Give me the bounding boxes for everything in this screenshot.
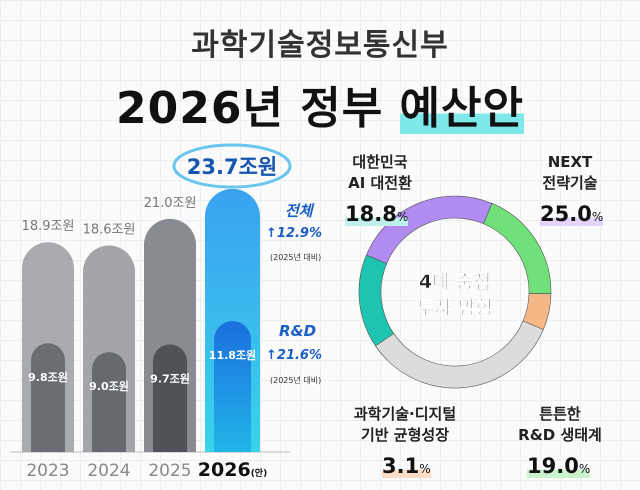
slice-value-base: 3.1% [382,454,431,478]
title-highlight: 예산안 [399,83,524,134]
slice-value-ai: 18.8% [345,202,409,226]
slice-value-rnd: 19.0% [527,454,591,478]
bar-rnd-2023 [31,343,65,452]
page-title: 2026년 정부 예산안 [0,72,640,136]
year-label-2024: 2024 [87,461,130,481]
total-label-2025: 21.0조원 [144,196,197,211]
total-compare: (2025년 대비) [270,253,322,262]
year-label-2023: 2023 [26,461,69,481]
slice-value-next: 25.0% [540,202,604,226]
total-label-2024: 18.6조원 [83,223,136,238]
total-change: ↑12.9% [266,226,322,241]
slice-label-ai: 대한민국 AI 대전환 [348,153,412,192]
slice-label-next: NEXT 전략기술 [542,153,598,192]
rnd-label-2024: 9.0조원 [89,379,129,393]
bar-rnd-2024 [92,352,126,452]
highlight-ellipse [172,143,292,189]
rnd-label-2023: 9.8조원 [28,370,68,384]
donut-slice-4 [375,320,544,389]
rnd-label-2025: 9.7조원 [150,371,190,385]
total-label-2026: 23.7조원 [187,155,277,179]
donut-center-line2: 투자 방향 [417,297,494,319]
year-label-2025: 2025 [148,461,191,481]
total-note: 전체 [285,202,313,220]
total-label-2023: 18.9조원 [22,219,75,234]
year-label-2026: 2026(안) [198,459,267,481]
subtitle: 과학기술정보통신부 [191,28,449,63]
bar-rnd-2025 [153,344,187,452]
title-year: 2026년 정부 [116,83,400,134]
rnd-change: ↑21.6% [266,348,322,363]
slice-label-rnd: 튼튼한 R&D 생태계 [518,405,602,444]
slice-label-base: 과학기술·디지털 기반 균형성장 [353,405,457,444]
rnd-note: R&D [279,322,317,340]
rnd-label-2026: 11.8조원 [209,348,256,362]
bar-rnd-2026 [214,321,251,452]
rnd-compare: (2025년 대비) [270,376,322,385]
donut-center-line1: 4대 중점 [419,271,491,293]
